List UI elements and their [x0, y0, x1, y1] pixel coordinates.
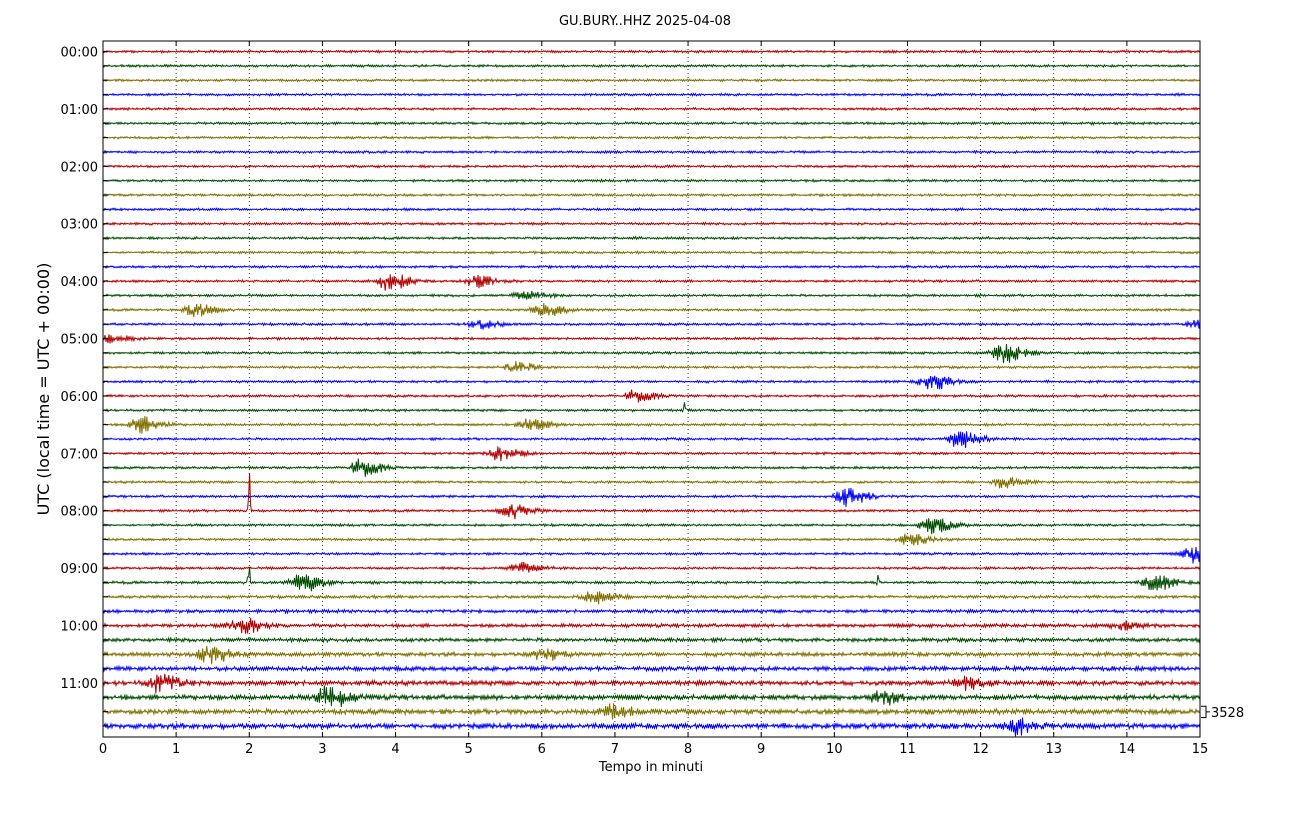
seismic-trace: [102, 192, 1201, 198]
scale-bar: 3528: [1201, 705, 1244, 721]
seismic-trace: [102, 106, 1201, 112]
seismic-trace: [102, 617, 1201, 634]
x-tick-label: 6: [538, 742, 546, 757]
seismic-trace: [102, 206, 1201, 212]
x-tick-label: 8: [684, 742, 692, 757]
seismic-trace: [102, 221, 1201, 227]
seismic-trace: [102, 416, 1201, 434]
x-tick-label: 5: [465, 742, 473, 757]
seismic-trace: [102, 334, 1201, 344]
x-tick-label: 4: [391, 742, 399, 757]
seismic-trace: [102, 178, 1201, 184]
seismic-trace: [102, 264, 1201, 270]
seismic-trace: [102, 547, 1201, 564]
seismic-trace: [102, 607, 1201, 615]
seismic-trace: [102, 703, 1201, 720]
y-tick-label: 08:00: [61, 505, 98, 520]
y-tick-label: 00:00: [61, 46, 98, 61]
seismic-trace: [102, 303, 1201, 318]
x-tick-label: 10: [826, 742, 843, 757]
seismic-trace: [102, 343, 1201, 364]
x-axis-label: Tempo in minuti: [598, 760, 703, 775]
seismic-trace: [102, 77, 1201, 83]
scale-label: 3528: [1211, 706, 1244, 721]
seismic-trace: [102, 476, 1201, 489]
seismic-trace: [102, 518, 1201, 535]
x-tick-label: 0: [99, 742, 107, 757]
seismic-trace: [102, 249, 1201, 255]
seismic-trace: [102, 149, 1201, 155]
x-tick-label: 12: [972, 742, 989, 757]
x-tick-label: 11: [899, 742, 916, 757]
seismic-trace: [102, 636, 1201, 644]
seismic-trace: [102, 561, 1201, 573]
y-tick-label: 02:00: [61, 160, 98, 175]
y-axis-label: UTC (local time = UTC + 00:00): [34, 263, 53, 516]
y-tick-label: 10:00: [61, 620, 98, 635]
x-tick-label: 13: [1045, 742, 1062, 757]
x-tick-label: 9: [757, 742, 765, 757]
seismic-trace: [102, 163, 1201, 169]
x-tick-label: 2: [245, 742, 253, 757]
y-tick-label: 07:00: [61, 447, 98, 462]
x-tick-label: 14: [1119, 742, 1136, 757]
trace-group: [102, 49, 1201, 737]
seismic-trace: [102, 458, 1201, 477]
seismic-trace: [102, 319, 1201, 330]
seismic-trace: [102, 717, 1201, 737]
y-axis: 00:00 01:00 02:00 03:00 04:00 05:00 06:00 07:00…: [61, 46, 108, 727]
y-tick-label: 09:00: [61, 562, 98, 577]
seismic-trace: [102, 446, 1201, 462]
seismic-trace: [102, 63, 1201, 69]
x-tick-label: 1: [172, 742, 180, 757]
y-tick-label: 06:00: [61, 390, 98, 405]
vertical-grid: [175, 41, 1128, 737]
seismic-trace: [102, 402, 1201, 413]
seismic-trace: [102, 235, 1201, 241]
chart-title: GU.BURY..HHZ 2025-04-08: [559, 14, 731, 29]
seismic-trace: [102, 673, 1201, 694]
seismic-trace: [102, 135, 1201, 141]
seismic-trace: [102, 487, 1201, 507]
seismic-trace: [102, 566, 1201, 592]
x-axis: 0 1 2 3 4 5 6 7 8 9 10 11 12 13 14 15: [99, 41, 1208, 757]
seismic-trace: [102, 361, 1201, 373]
seismic-trace: [102, 49, 1201, 55]
y-tick-label: 03:00: [61, 218, 98, 233]
seismic-trace: [102, 533, 1201, 546]
plot-frame: [102, 40, 1201, 738]
seismic-trace: [102, 431, 1201, 449]
y-tick-label: 05:00: [61, 333, 98, 348]
seismic-trace: [102, 645, 1201, 665]
seismic-trace: [102, 290, 1201, 300]
seismic-trace: [102, 274, 1201, 291]
seismic-trace: [102, 591, 1201, 605]
seismic-trace: [102, 120, 1201, 126]
y-tick-label: 11:00: [61, 677, 98, 692]
x-tick-label: 15: [1192, 742, 1209, 757]
y-tick-label: 01:00: [61, 103, 98, 118]
x-tick-label: 7: [611, 742, 619, 757]
x-tick-label: 3: [318, 742, 326, 757]
seismic-trace: [102, 664, 1201, 673]
seismic-trace: [102, 375, 1201, 390]
seismic-trace: [102, 389, 1201, 403]
scale-bracket: [1201, 705, 1210, 719]
seismic-trace: [102, 92, 1201, 98]
seismic-trace: [102, 473, 1201, 520]
seismic-trace: [102, 685, 1201, 707]
y-tick-label: 04:00: [61, 275, 98, 290]
